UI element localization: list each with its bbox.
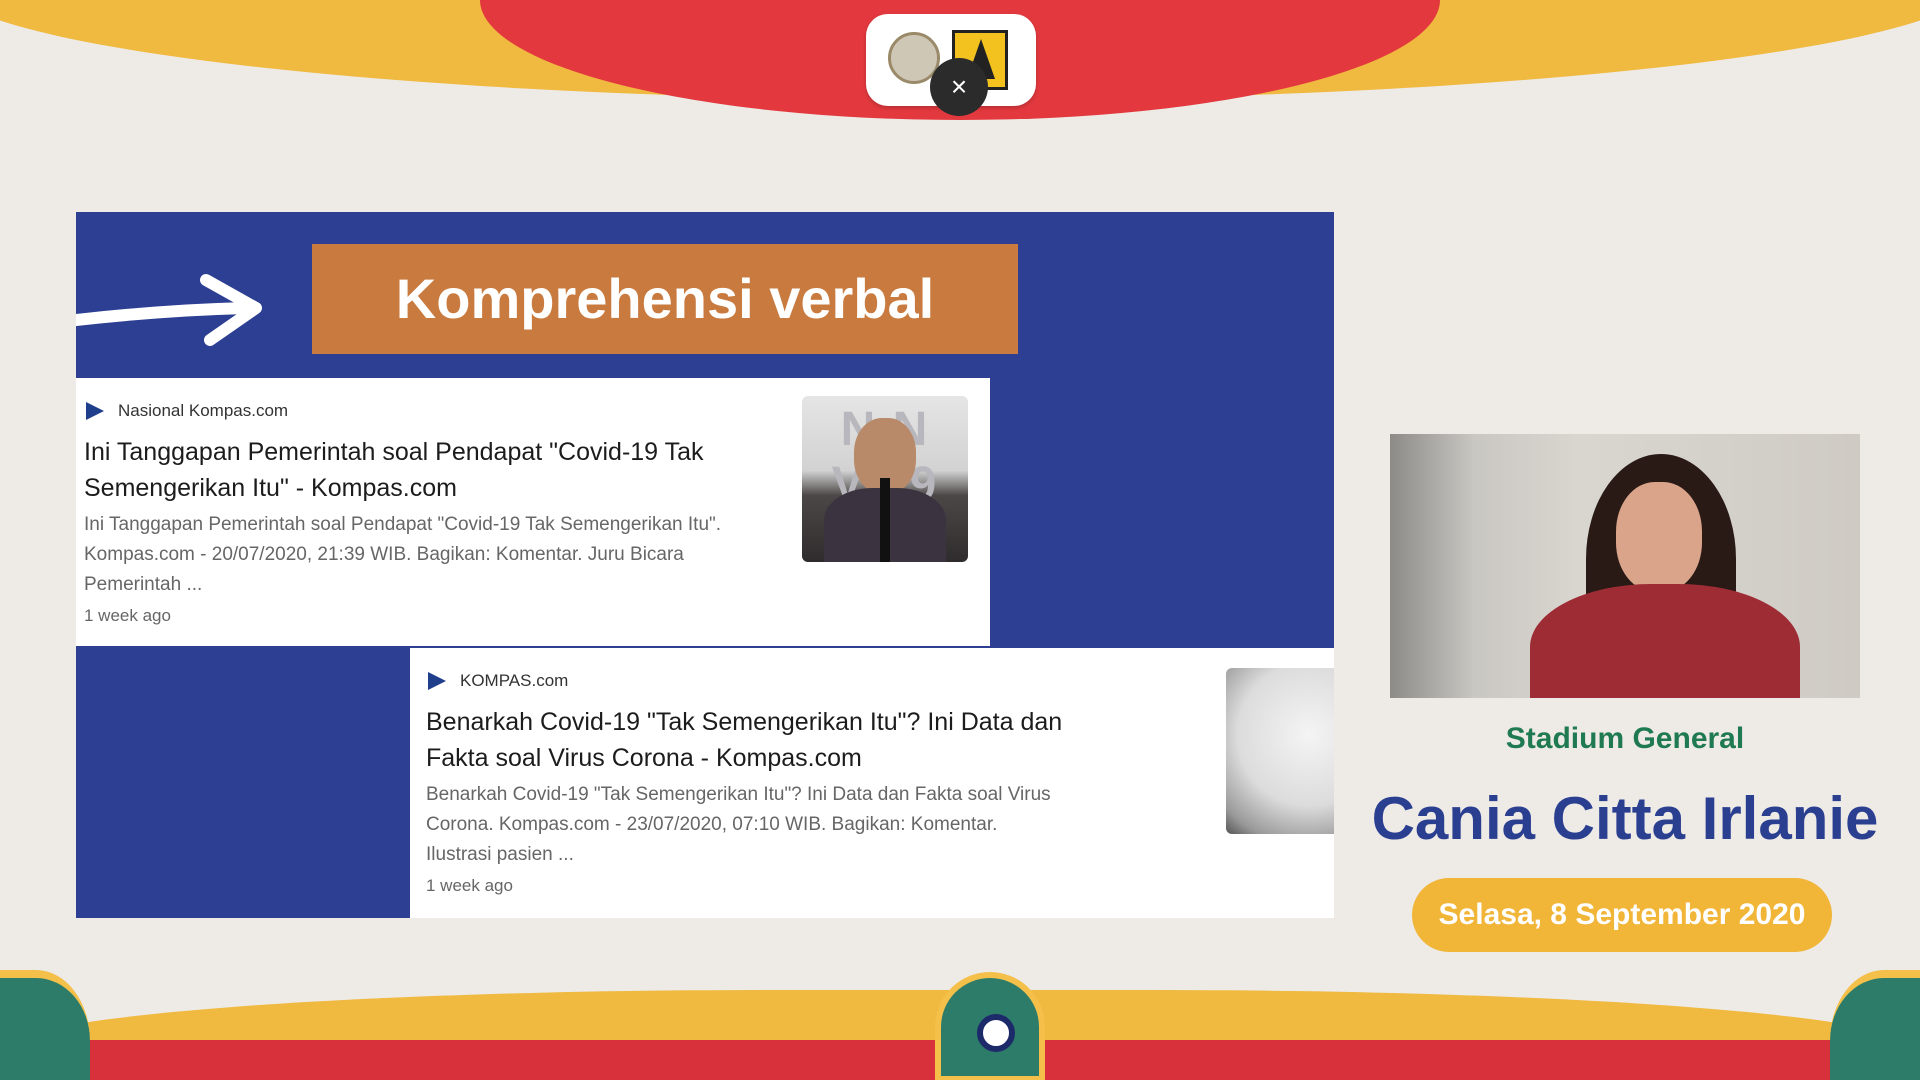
arrow-icon (76, 274, 262, 346)
event-date-badge: Selasa, 8 September 2020 (1412, 878, 1832, 952)
search-result-card: KOMPAS.com Benarkah Covid-19 "Tak Semeng… (410, 648, 1334, 918)
result-headline-line: Ini Tanggapan Pemerintah soal Pendapat "… (84, 438, 704, 466)
kompas-logo-icon (84, 400, 106, 422)
result-source: KOMPAS.com (426, 670, 568, 692)
result-source: Nasional Kompas.com (84, 400, 288, 422)
close-button[interactable]: × (930, 58, 988, 116)
session-label: Stadium General (1505, 722, 1745, 755)
microphone-icon (880, 478, 890, 562)
result-time-ago: 1 week ago (84, 606, 171, 625)
right-dragon-ornament-icon (1830, 970, 1920, 1080)
result-headline-line: Semengerikan Itu" - Kompas.com (84, 474, 457, 502)
search-result-card: Nasional Kompas.com Ini Tanggapan Pemeri… (76, 378, 990, 646)
result-snippet-line: Ini Tanggapan Pemerintah soal Pendapat "… (84, 514, 722, 535)
presentation-slide: Komprehensi verbal Nasional Kompas.com I… (76, 212, 1334, 918)
center-eye-ornament-icon (935, 972, 1045, 1080)
speaker-body-shape (1530, 584, 1800, 698)
speaker-name: Cania Citta Irlanie (1371, 785, 1879, 852)
result-snippet-line: Pemerintah ... (84, 574, 203, 595)
result-thumbnail[interactable]: N N VI19 (802, 396, 968, 562)
result-headline-line: Fakta soal Virus Corona - Kompas.com (426, 744, 862, 772)
face-mask-thumbnail[interactable] (1226, 668, 1334, 834)
result-snippet-line: Corona. Kompas.com - 23/07/2020, 07:10 W… (426, 814, 998, 835)
result-source-label: KOMPAS.com (460, 671, 569, 690)
result-snippet-line: Kompas.com - 20/07/2020, 21:39 WIB. Bagi… (84, 544, 684, 565)
close-icon: × (950, 71, 968, 102)
left-dragon-ornament-icon (0, 970, 90, 1080)
result-headline[interactable]: Benarkah Covid-19 "Tak Semengerikan Itu"… (426, 704, 1146, 776)
speaker-video-feed (1390, 434, 1860, 698)
result-headline-line: Benarkah Covid-19 "Tak Semengerikan Itu"… (426, 708, 1063, 736)
bottom-decorative-band (0, 950, 1920, 1080)
result-time-ago: 1 week ago (426, 876, 513, 895)
speaker-face-shape (1616, 482, 1702, 592)
result-snippet: Benarkah Covid-19 "Tak Semengerikan Itu"… (426, 780, 1166, 870)
result-headline[interactable]: Ini Tanggapan Pemerintah soal Pendapat "… (84, 434, 784, 506)
result-source-label: Nasional Kompas.com (118, 401, 289, 420)
result-snippet-line: Ilustrasi pasien ... (426, 844, 574, 865)
result-snippet: Ini Tanggapan Pemerintah soal Pendapat "… (84, 510, 794, 600)
kompas-logo-icon (426, 670, 448, 692)
result-snippet-line: Benarkah Covid-19 "Tak Semengerikan Itu"… (426, 784, 1051, 805)
slide-title: Komprehensi verbal (312, 244, 1018, 354)
